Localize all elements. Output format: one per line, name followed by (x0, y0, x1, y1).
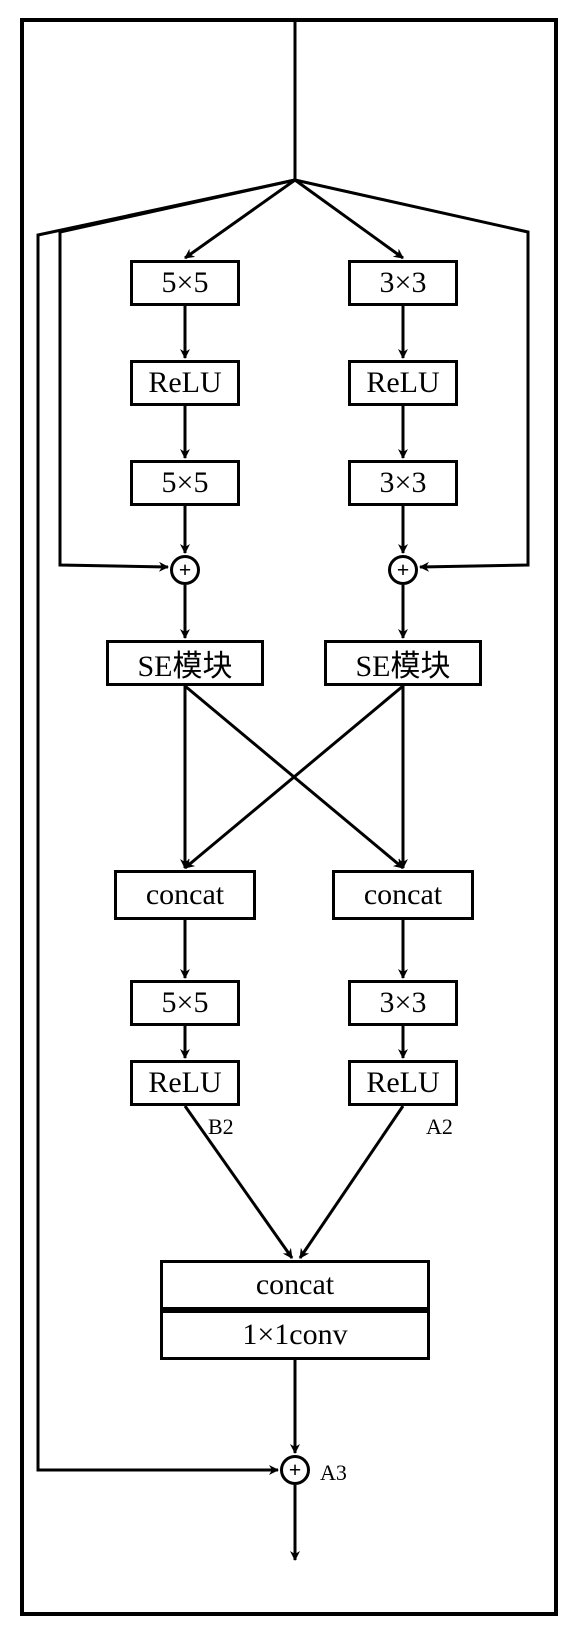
label: 3×3 (380, 986, 427, 1020)
label: concat (146, 878, 224, 912)
node-relu-1-right: ReLU (348, 360, 458, 406)
anno-a3: A3 (320, 1460, 347, 1486)
anno-b2: B2 (208, 1114, 234, 1140)
label: 1×1conv (242, 1318, 347, 1352)
label: 5×5 (162, 466, 209, 500)
node-concat-right: concat (332, 870, 474, 920)
node-conv3x3-3-right: 3×3 (348, 980, 458, 1026)
add-node-left (170, 555, 200, 585)
anno-a2: A2 (426, 1114, 453, 1140)
label: 5×5 (162, 266, 209, 300)
node-relu-1-left: ReLU (130, 360, 240, 406)
node-conv5x5-2-left: 5×5 (130, 460, 240, 506)
node-se-module-left: SE模块 (106, 640, 264, 686)
label: 5×5 (162, 986, 209, 1020)
node-se-module-right: SE模块 (324, 640, 482, 686)
node-concat-merge: concat (160, 1260, 430, 1310)
node-conv1x1: 1×1conv (160, 1310, 430, 1360)
label: ReLU (148, 1066, 221, 1100)
label: ReLU (366, 366, 439, 400)
label: 3×3 (380, 266, 427, 300)
node-conv5x5-1-left: 5×5 (130, 260, 240, 306)
add-node-output (280, 1455, 310, 1485)
add-node-right (388, 555, 418, 585)
diagram-canvas: 5×5 3×3 ReLU ReLU 5×5 3×3 SE模块 SE模块 conc… (0, 0, 579, 1634)
label: 3×3 (380, 466, 427, 500)
label: SE模块 (137, 641, 232, 685)
label: ReLU (148, 366, 221, 400)
label: ReLU (366, 1066, 439, 1100)
node-conv3x3-1-right: 3×3 (348, 260, 458, 306)
node-conv3x3-2-right: 3×3 (348, 460, 458, 506)
label: concat (256, 1268, 334, 1302)
node-relu-3-left: ReLU (130, 1060, 240, 1106)
label: concat (364, 878, 442, 912)
outer-frame (20, 18, 558, 1616)
label: SE模块 (355, 641, 450, 685)
node-conv5x5-3-left: 5×5 (130, 980, 240, 1026)
node-relu-3-right: ReLU (348, 1060, 458, 1106)
node-concat-left: concat (114, 870, 256, 920)
